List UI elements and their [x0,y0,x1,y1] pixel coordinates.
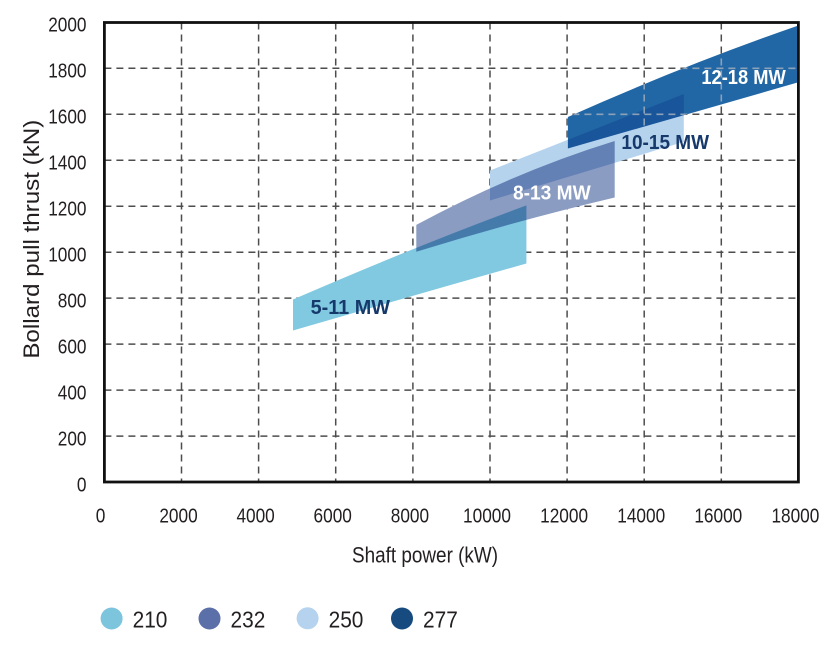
svg-text:8-13 MW: 8-13 MW [513,182,591,204]
svg-text:5-11 MW: 5-11 MW [311,297,391,319]
svg-text:232: 232 [231,607,266,633]
svg-text:0: 0 [77,474,87,496]
svg-text:2000: 2000 [48,15,86,37]
svg-text:16000: 16000 [694,506,742,528]
svg-text:277: 277 [423,607,458,633]
svg-text:Shaft power (kW): Shaft power (kW) [352,543,498,568]
svg-text:14000: 14000 [617,506,665,528]
svg-text:Bollard pull thrust (kN): Bollard pull thrust (kN) [19,120,44,359]
svg-text:600: 600 [58,336,87,358]
svg-text:800: 800 [58,290,87,312]
svg-text:8000: 8000 [391,506,429,528]
svg-text:10000: 10000 [463,506,511,528]
svg-text:12-18 MW: 12-18 MW [701,67,785,89]
svg-text:1800: 1800 [48,61,86,83]
svg-text:2000: 2000 [159,506,197,528]
svg-text:1200: 1200 [48,199,86,221]
svg-text:210: 210 [133,607,168,633]
svg-text:18000: 18000 [771,506,819,528]
svg-text:10-15 MW: 10-15 MW [621,132,709,154]
svg-text:1000: 1000 [48,245,86,267]
svg-text:1600: 1600 [48,107,86,129]
svg-text:0: 0 [96,506,106,528]
svg-text:200: 200 [58,428,87,450]
svg-text:12000: 12000 [540,506,588,528]
svg-text:1400: 1400 [48,153,86,175]
svg-text:6000: 6000 [314,506,352,528]
svg-text:250: 250 [329,607,364,633]
svg-text:4000: 4000 [236,506,274,528]
svg-text:400: 400 [58,382,87,404]
